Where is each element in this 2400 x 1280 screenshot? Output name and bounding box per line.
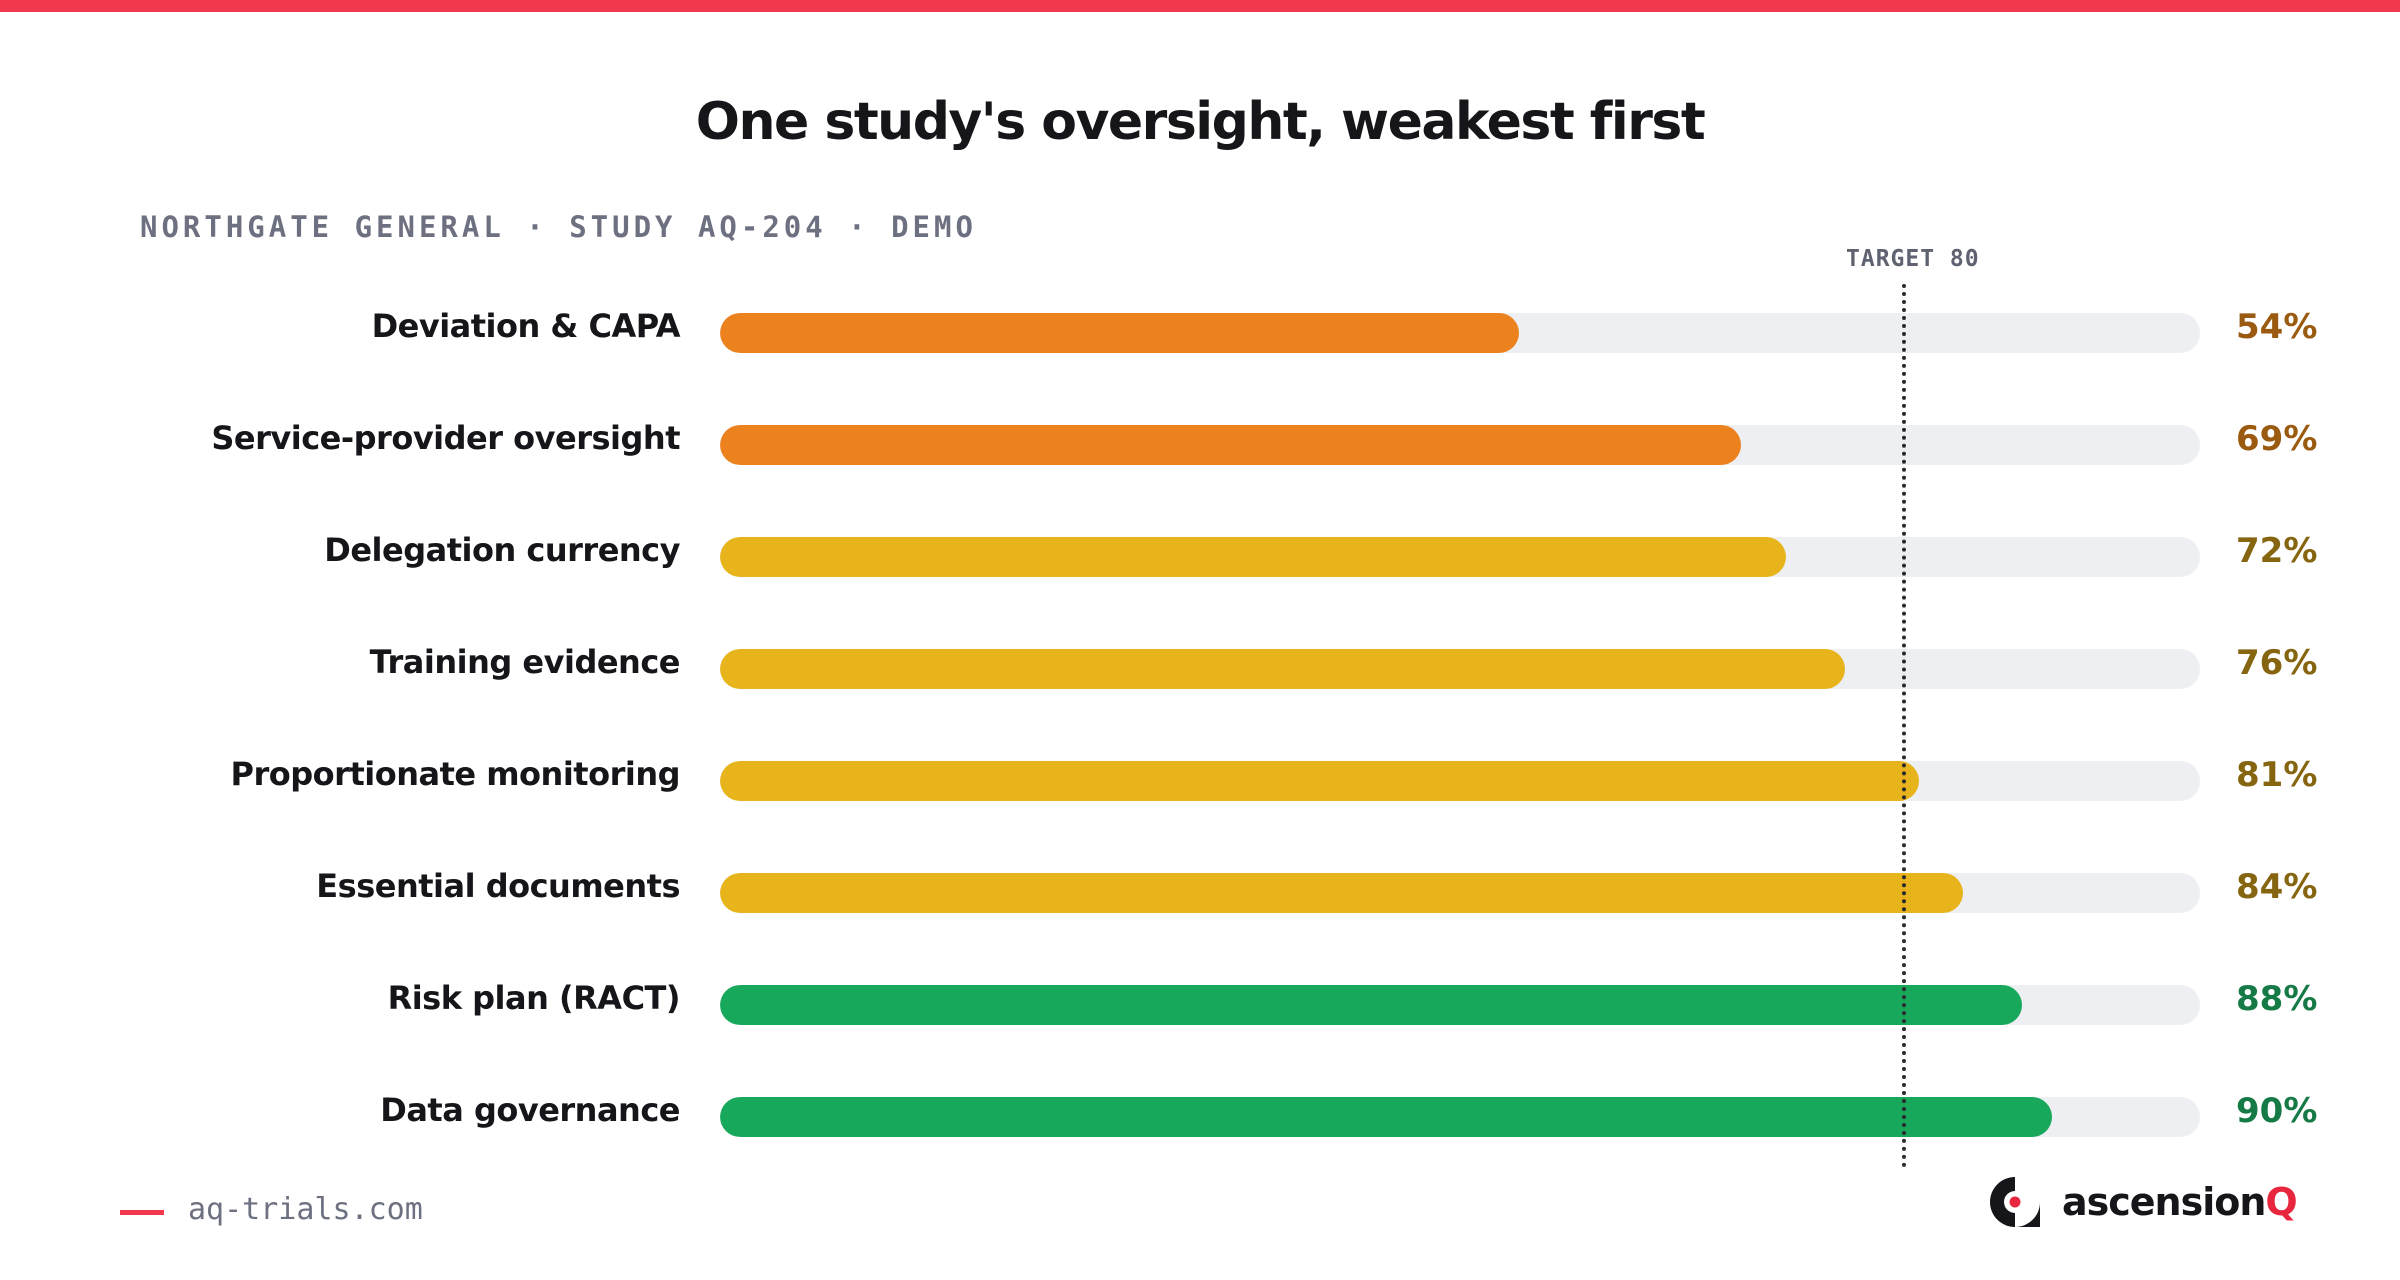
bar-fill [720,313,1520,353]
bar-value-label: 54% [2236,307,2318,347]
bar-value-label: 84% [2236,867,2318,907]
brand-name: ascensionQ [2062,1180,2298,1224]
bar-fill [720,1097,2052,1137]
bar-track [720,873,2200,913]
bar-label: Delegation currency [324,531,680,569]
bar-value-label: 88% [2236,979,2318,1019]
bar-track [720,537,2200,577]
bar-fill [720,649,1845,689]
bar-value-label: 81% [2236,755,2318,795]
footer-url[interactable]: aq-trials.com [188,1192,423,1227]
bar-label: Risk plan (RACT) [387,979,681,1017]
bar-value-label: 69% [2236,419,2318,459]
bar-label: Proportionate monitoring [230,755,681,793]
bar-fill [720,761,1919,801]
bar-fill [720,537,1786,577]
brand-logo: ascensionQ [1988,1172,2298,1232]
bar-track [720,761,2200,801]
bar-track [720,649,2200,689]
footer-dash [120,1210,164,1215]
bar-value-label: 72% [2236,531,2318,571]
bar-fill [720,985,2023,1025]
bar-track [720,985,2200,1025]
bar-track [720,1097,2200,1137]
bar-label: Service-provider oversight [211,419,680,457]
bar-row: Training evidence 76% [0,643,2400,689]
bar-fill [720,425,1742,465]
brand-mark-icon [1990,1177,2040,1227]
top-accent-bar [0,0,2400,12]
bar-row: Proportionate monitoring 81% [0,755,2400,801]
bar-label: Deviation & CAPA [371,307,681,345]
bar-track [720,313,2200,353]
bar-label: Essential documents [316,867,680,905]
bar-value-label: 76% [2236,643,2318,683]
bar-row: Data governance 90% [0,1091,2400,1137]
bar-value-label: 90% [2236,1091,2318,1131]
bar-label: Training evidence [369,643,681,681]
bar-label: Data governance [380,1091,680,1129]
target-label: TARGET 80 [1846,246,1980,272]
bar-fill [720,873,1964,913]
bar-row: Deviation & CAPA 54% [0,307,2400,353]
chart-title: One study's oversight, weakest first [695,92,1706,152]
bar-row: Essential documents 84% [0,867,2400,913]
bar-track [720,425,2200,465]
bar-row: Risk plan (RACT) 88% [0,979,2400,1025]
target-line [1902,284,1906,1168]
bar-row: Service-provider oversight 69% [0,419,2400,465]
bar-row: Delegation currency 72% [0,531,2400,577]
chart-subtitle: NORTHGATE GENERAL · STUDY AQ-204 · DEMO [140,210,977,244]
